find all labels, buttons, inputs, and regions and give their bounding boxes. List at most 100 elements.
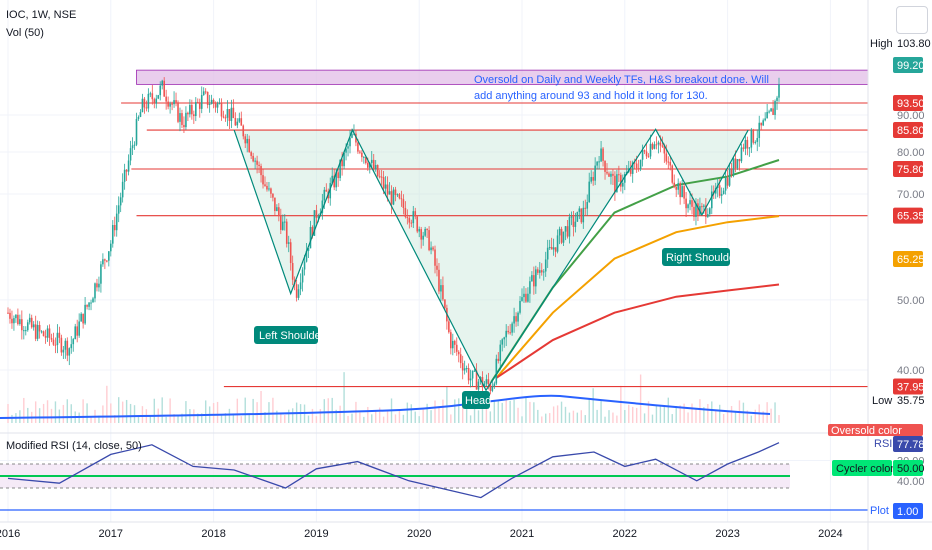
volume-bar	[663, 405, 666, 423]
volume-bar	[23, 397, 25, 423]
candle-body	[548, 247, 551, 249]
price-tick-label: 70.00	[897, 189, 925, 201]
volume-bar	[224, 413, 227, 423]
candle-body	[50, 337, 53, 340]
candle-body	[66, 340, 69, 356]
volume-bar	[133, 405, 136, 423]
volume-bar	[244, 397, 246, 423]
candle-body	[572, 216, 575, 227]
candle-body	[471, 370, 474, 379]
candle-body	[683, 186, 685, 199]
candle-body	[106, 260, 108, 262]
candle-body	[137, 116, 140, 119]
volume-bar	[339, 405, 341, 423]
candle-body	[410, 222, 413, 224]
volume-bar	[19, 410, 21, 423]
candle-body	[30, 317, 33, 328]
candle-body	[331, 175, 334, 184]
volume-bar	[548, 413, 551, 423]
volume-bar	[394, 414, 397, 423]
candle-body	[36, 324, 39, 339]
candle-body	[444, 299, 446, 308]
volume-bar	[42, 403, 45, 423]
volume-bar	[307, 415, 310, 423]
candle-body	[396, 194, 399, 196]
volume-bar	[216, 401, 219, 423]
candle-body	[434, 249, 436, 266]
volume-bar	[667, 397, 669, 423]
volume-bar	[438, 406, 440, 423]
candle-body	[376, 165, 379, 177]
candle-body	[724, 177, 727, 191]
candle-body	[663, 145, 666, 154]
time-tick-label: 2016	[0, 528, 20, 540]
candle-body	[94, 283, 96, 299]
volume-bar	[770, 408, 772, 423]
candle-body	[750, 129, 753, 148]
candle-body	[309, 226, 312, 249]
level-tag: 37.95	[897, 382, 925, 394]
candle-body	[467, 368, 470, 381]
candle-body	[281, 221, 284, 230]
candle-body	[602, 148, 604, 161]
candle-body	[38, 324, 41, 332]
volume-bar	[513, 399, 515, 423]
candle-body	[151, 93, 154, 100]
volume-bar	[363, 416, 365, 423]
volume-header[interactable]: Vol (50)	[6, 27, 44, 39]
candle-body	[80, 313, 82, 322]
volume-bar	[177, 415, 179, 423]
volume-bar	[699, 399, 701, 423]
candle-body	[270, 188, 272, 194]
time-tick-label: 2018	[201, 528, 225, 540]
volume-bar	[228, 408, 231, 423]
volume-bar	[110, 403, 112, 423]
candle-body	[588, 181, 591, 203]
head-and-shoulders-area	[234, 129, 749, 391]
candle-body	[104, 259, 106, 261]
candle-body	[620, 174, 622, 187]
volume-bar	[197, 413, 199, 423]
candle-body	[515, 316, 517, 322]
candle-body	[442, 285, 444, 300]
volume-bar	[525, 397, 527, 423]
candle-body	[612, 173, 614, 176]
candle-body	[406, 216, 409, 219]
candle-body	[171, 103, 173, 105]
candle-body	[422, 235, 424, 240]
candle-body	[661, 145, 664, 147]
volume-bar	[612, 412, 614, 423]
candle-body	[226, 109, 229, 118]
candle-body	[594, 165, 596, 181]
candle-body	[108, 251, 110, 261]
candle-body	[529, 281, 531, 294]
volume-bar	[774, 402, 776, 423]
candle-body	[234, 118, 237, 126]
candle-body	[438, 269, 440, 292]
volume-bar	[766, 402, 768, 423]
candle-body	[329, 183, 332, 199]
candle-body	[697, 203, 699, 215]
volume-bar	[675, 406, 677, 423]
candle-body	[503, 337, 506, 340]
candle-body	[287, 242, 290, 244]
candle-body	[28, 317, 31, 323]
candle-body	[408, 218, 411, 223]
symbol-header[interactable]: IOC, 1W, NSE	[6, 9, 77, 21]
candle-body	[357, 142, 359, 152]
level-tag-bg	[893, 122, 923, 139]
volume-bar	[434, 400, 436, 423]
candle-body	[283, 221, 286, 223]
level-tag-bg	[893, 95, 923, 112]
candle-body	[461, 363, 464, 371]
candle-body	[363, 156, 365, 158]
scale-settings-button[interactable]	[896, 6, 928, 34]
candle-body	[102, 259, 104, 265]
volume-bar	[359, 412, 361, 423]
volume-bar	[410, 404, 412, 423]
oversold-tag: Oversold color	[831, 425, 902, 437]
candle-body	[262, 175, 264, 185]
volume-bar	[461, 402, 464, 423]
candle-body	[766, 111, 768, 119]
